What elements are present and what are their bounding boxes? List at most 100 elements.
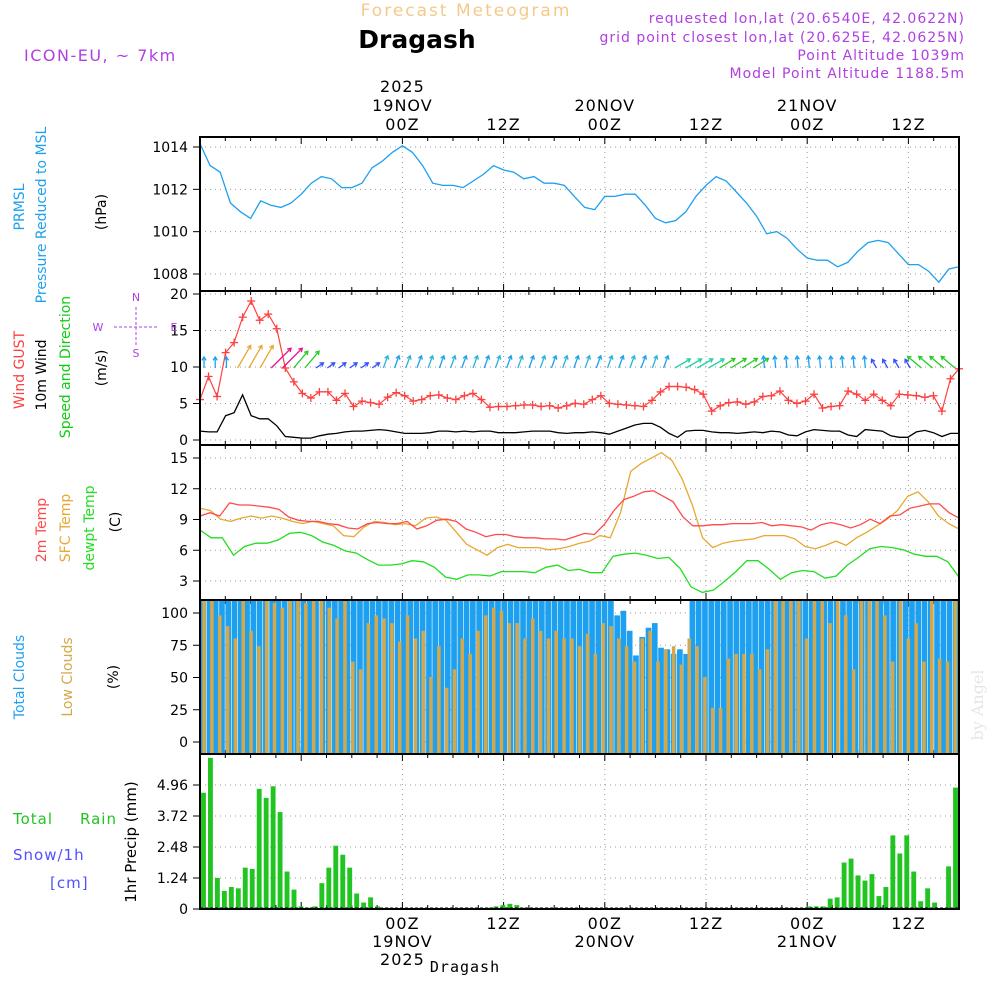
low-cloud-bar bbox=[499, 610, 504, 754]
low-cloud-bar bbox=[202, 600, 206, 754]
total-cloud-bar bbox=[714, 600, 721, 754]
low-cloud-bar bbox=[397, 641, 402, 754]
rain-bar bbox=[312, 906, 318, 909]
low-cloud-bar bbox=[640, 638, 645, 754]
wind-arrowhead bbox=[353, 362, 359, 367]
model-label: ICON-EU, ~ 7km bbox=[24, 46, 177, 65]
wind-arrow bbox=[629, 355, 635, 369]
total-cloud-bar bbox=[846, 600, 853, 754]
total-cloud-bar bbox=[237, 600, 244, 754]
total-cloud-bar bbox=[877, 600, 884, 754]
rain-bar bbox=[270, 786, 276, 909]
wind-arrow bbox=[315, 362, 324, 369]
total-cloud-bar bbox=[526, 600, 533, 754]
low-cloud-bar bbox=[554, 630, 558, 754]
time-label: 19NOV bbox=[372, 96, 433, 115]
wind-arrow bbox=[870, 359, 878, 369]
total-cloud-bar bbox=[206, 600, 213, 754]
low-cloud-bar bbox=[217, 615, 222, 754]
wind-arrow bbox=[918, 355, 933, 369]
wind-arrowhead bbox=[653, 354, 659, 360]
y-tick-label: 15 bbox=[170, 451, 188, 467]
rain-bar bbox=[256, 788, 262, 909]
low-cloud-bar bbox=[507, 623, 512, 754]
wind-arrowhead bbox=[541, 354, 547, 360]
low-cloud-bar bbox=[390, 623, 394, 754]
wind-arrow bbox=[338, 362, 347, 369]
total-cloud-bar bbox=[909, 600, 915, 754]
low-cloud-bar bbox=[617, 638, 621, 754]
wind-arrowhead bbox=[552, 354, 558, 360]
rain-bar bbox=[319, 883, 325, 909]
wind-arrowhead bbox=[269, 344, 274, 350]
panel-frame bbox=[199, 444, 960, 601]
total-cloud-bar bbox=[884, 600, 890, 754]
low-cloud-bar bbox=[789, 600, 793, 754]
rain-bar bbox=[848, 858, 854, 909]
total-cloud-bar bbox=[946, 600, 953, 754]
temp-dew-label: dewpt Temp bbox=[82, 485, 98, 570]
wind-arrow bbox=[773, 355, 777, 369]
total-cloud-bar bbox=[708, 600, 715, 754]
wind-arrow bbox=[904, 359, 911, 369]
y-tick-label: 5 bbox=[179, 397, 188, 413]
wind-arrow bbox=[651, 355, 658, 369]
wind-arrowhead bbox=[619, 354, 625, 360]
pressure-panel: 1014 1012 1010 1008 bbox=[152, 136, 960, 292]
y-tick-label: 25 bbox=[170, 703, 188, 719]
rain-bar bbox=[249, 868, 255, 909]
panel-side-labels: PRMSL Pressure Reduced to MSL (hPa) Wind… bbox=[12, 126, 140, 902]
wind-arrow bbox=[640, 355, 647, 369]
wind-arrow bbox=[907, 355, 922, 369]
rain-bar bbox=[918, 901, 924, 909]
rain-bar bbox=[361, 902, 367, 909]
rain-bar bbox=[897, 853, 903, 909]
wind-arrowhead bbox=[384, 354, 390, 360]
wind-arrow bbox=[405, 355, 411, 369]
wind-gust-label: Wind GUST bbox=[12, 330, 28, 409]
wind-arrow bbox=[326, 362, 336, 369]
rain-bar bbox=[228, 887, 234, 909]
wind-arrowhead bbox=[697, 358, 703, 363]
low-cloud-bar bbox=[750, 653, 754, 754]
low-cloud-bar bbox=[671, 646, 676, 754]
model-altitude: Model Point Altitude 1188.5m bbox=[730, 66, 965, 82]
temp-unit-label: (C) bbox=[108, 512, 124, 533]
low-cloud-bar bbox=[812, 600, 817, 754]
time-label: 21NOV bbox=[777, 96, 838, 115]
low-cloud-bar bbox=[664, 649, 668, 754]
watermark: by Angel bbox=[968, 669, 987, 740]
panel-frame bbox=[199, 290, 960, 446]
y-tick-label: 15 bbox=[170, 324, 188, 340]
total-cloud-bar bbox=[394, 600, 401, 754]
precip-cm-label: [cm] bbox=[50, 874, 89, 892]
low-cloud-bar bbox=[351, 661, 355, 754]
low-cloud-bar bbox=[804, 638, 809, 754]
wind-arrowhead bbox=[574, 354, 580, 360]
y-tick-label: 1008 bbox=[152, 267, 188, 283]
total-cloud-bar bbox=[595, 600, 602, 754]
total-cloud-bar bbox=[501, 600, 508, 754]
rain-bar bbox=[841, 862, 847, 909]
rain-bar bbox=[291, 889, 297, 909]
temp-2m-label: 2m Temp bbox=[34, 498, 50, 562]
footer-location: Dragash bbox=[430, 958, 500, 976]
rain-bar bbox=[834, 897, 840, 909]
rain-bar bbox=[507, 903, 513, 909]
wind-arrow bbox=[494, 355, 501, 369]
low-cloud-bar bbox=[382, 618, 386, 754]
wind-arrow bbox=[830, 355, 833, 369]
time-label: 00Z bbox=[385, 914, 419, 933]
wind-arrowhead bbox=[507, 354, 513, 360]
low-cloud-bar bbox=[468, 653, 472, 754]
low-cloud-bar bbox=[444, 687, 449, 754]
total-cloud-bar bbox=[212, 600, 219, 754]
wind-arrowhead bbox=[881, 358, 887, 364]
wind-arrow bbox=[550, 355, 557, 369]
wind-arrowhead bbox=[664, 354, 670, 360]
wind-arrowhead bbox=[303, 350, 309, 356]
wind-arrow bbox=[259, 345, 274, 369]
rain-bar bbox=[326, 867, 332, 909]
y-tick-label: 3.72 bbox=[157, 809, 188, 825]
precip-snow-label: Snow/1h bbox=[13, 846, 85, 864]
